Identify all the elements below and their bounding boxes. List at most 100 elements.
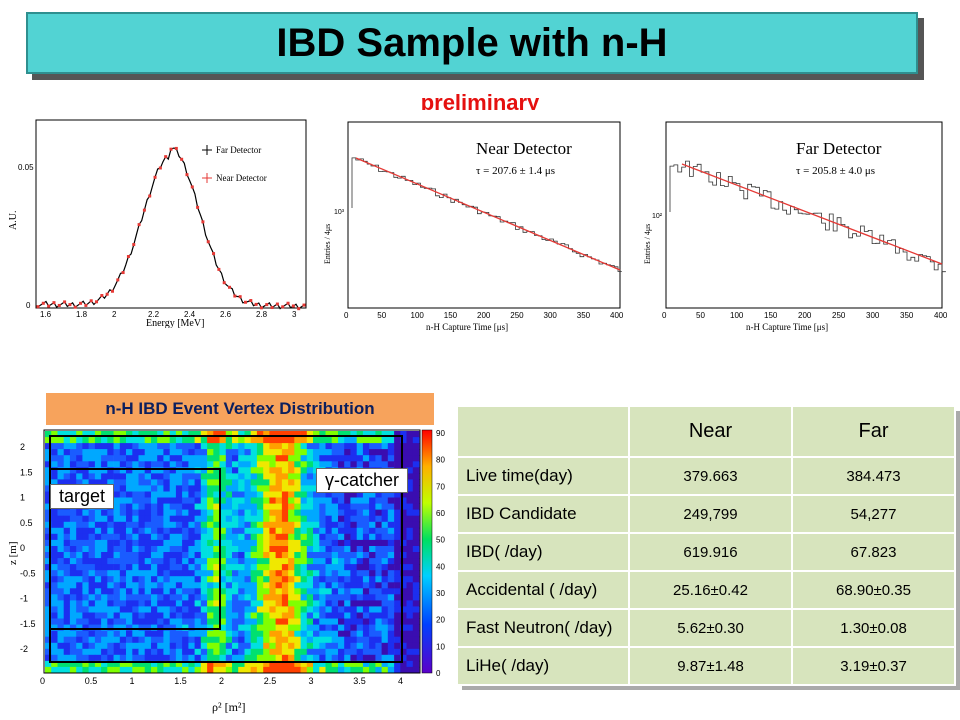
heat-cell — [138, 606, 146, 613]
heat-cell — [356, 533, 364, 541]
heat-cell — [281, 552, 289, 559]
heat-cell — [213, 533, 220, 541]
heat-cell — [51, 533, 58, 541]
heat-cell — [132, 449, 139, 456]
heat-cell — [45, 606, 52, 613]
heat-cell — [76, 576, 83, 583]
far-value: 1.30±0.08 — [792, 609, 956, 648]
heat-cell — [188, 588, 195, 595]
heat-cell — [344, 558, 351, 565]
heat-cell — [219, 642, 227, 650]
heat-cell — [350, 564, 357, 571]
heat-cell — [331, 618, 339, 625]
heat-cell — [313, 521, 320, 529]
heat-cell — [82, 660, 89, 668]
heat-cell — [119, 612, 127, 619]
heat-cell — [394, 660, 401, 668]
heat-cell — [269, 443, 276, 450]
heat-cell — [369, 491, 376, 498]
y-tick-label: -2 — [20, 644, 28, 654]
heat-cell — [344, 594, 351, 601]
heat-cell — [281, 618, 289, 625]
heat-cell — [381, 576, 389, 583]
heat-cell — [119, 521, 127, 529]
heat-cell — [350, 503, 357, 511]
heat-cell — [338, 600, 345, 607]
heat-cell — [281, 570, 289, 577]
heat-cell — [338, 630, 345, 638]
heat-cell — [63, 648, 71, 656]
heat-cell — [394, 503, 401, 511]
heat-cell — [394, 443, 401, 450]
heat-cell — [76, 588, 83, 595]
heat-cell — [325, 612, 333, 619]
heat-cell — [63, 630, 71, 638]
heat-cell — [331, 533, 339, 541]
heat-cell — [175, 630, 183, 638]
heat-cell — [238, 564, 245, 571]
heat-cell — [331, 654, 339, 662]
heat-cell — [313, 618, 320, 625]
heat-cell — [188, 533, 195, 541]
vertex-svg: z [m] ρ² [m²] 21.510.50-0.5-1-1.5-2 0 0.5… — [7, 429, 445, 714]
heat-cell — [263, 449, 270, 456]
heat-cell — [126, 527, 133, 535]
heat-cell — [406, 666, 414, 674]
heat-cell — [113, 497, 121, 504]
heat-cell — [406, 600, 414, 607]
heat-cell — [151, 473, 158, 480]
heat-cell — [381, 660, 389, 668]
heat-cell — [132, 533, 139, 541]
heat-cell — [256, 503, 264, 511]
heat-cell — [406, 606, 414, 613]
heat-cell — [325, 600, 333, 607]
heat-cell — [232, 539, 239, 547]
heat-cell — [306, 660, 314, 668]
heat-cell — [219, 612, 227, 619]
heat-cell — [294, 624, 301, 632]
heat-cell — [138, 479, 146, 486]
heat-cell — [412, 564, 420, 571]
heat-cell — [269, 606, 276, 613]
heat-cell — [182, 455, 189, 462]
heat-cell — [400, 570, 407, 577]
x-tick-label: 1 — [130, 676, 135, 686]
heat-cell — [94, 630, 102, 638]
heat-cell — [144, 582, 152, 589]
heat-cell — [188, 437, 195, 444]
heat-cell — [387, 618, 395, 625]
heat-cell — [275, 509, 283, 517]
heat-cell — [269, 666, 276, 674]
heat-cell — [219, 654, 227, 662]
heat-cell — [45, 624, 52, 632]
heat-cell — [101, 521, 108, 529]
heat-cell — [412, 606, 420, 613]
heat-cell — [63, 624, 71, 632]
heat-cell — [256, 654, 264, 662]
heat-cell — [175, 546, 183, 553]
heat-cell — [256, 582, 264, 589]
heat-cell — [157, 582, 164, 589]
heat-cell — [57, 558, 65, 565]
heat-cell — [57, 455, 65, 462]
energy-ytick-1: 0.05 — [18, 163, 34, 172]
energy-ytick-0: 0 — [26, 301, 31, 310]
heat-cell — [207, 461, 214, 468]
heat-cell — [132, 600, 139, 607]
heat-cell — [362, 606, 370, 613]
heat-cell — [250, 594, 258, 601]
heat-cell — [163, 630, 170, 638]
heat-cell — [82, 582, 89, 589]
heat-cell — [88, 648, 96, 656]
heat-cell — [169, 624, 177, 632]
heat-cell — [88, 612, 96, 619]
heat-cell — [188, 539, 195, 547]
heat-cell — [288, 642, 295, 650]
heat-cell — [338, 648, 345, 656]
near-point — [57, 303, 61, 307]
heat-cell — [400, 558, 407, 565]
heat-cell — [375, 527, 382, 535]
heat-cell — [369, 624, 376, 632]
heat-cell — [281, 600, 289, 607]
heat-cell — [88, 455, 96, 462]
